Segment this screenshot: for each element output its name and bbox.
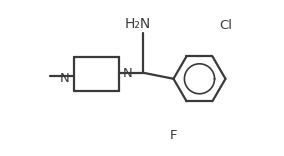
Text: Cl: Cl: [219, 19, 232, 32]
Text: F: F: [170, 129, 178, 142]
Text: H₂N: H₂N: [125, 17, 151, 31]
Text: N: N: [122, 67, 132, 80]
Text: N: N: [60, 72, 70, 85]
